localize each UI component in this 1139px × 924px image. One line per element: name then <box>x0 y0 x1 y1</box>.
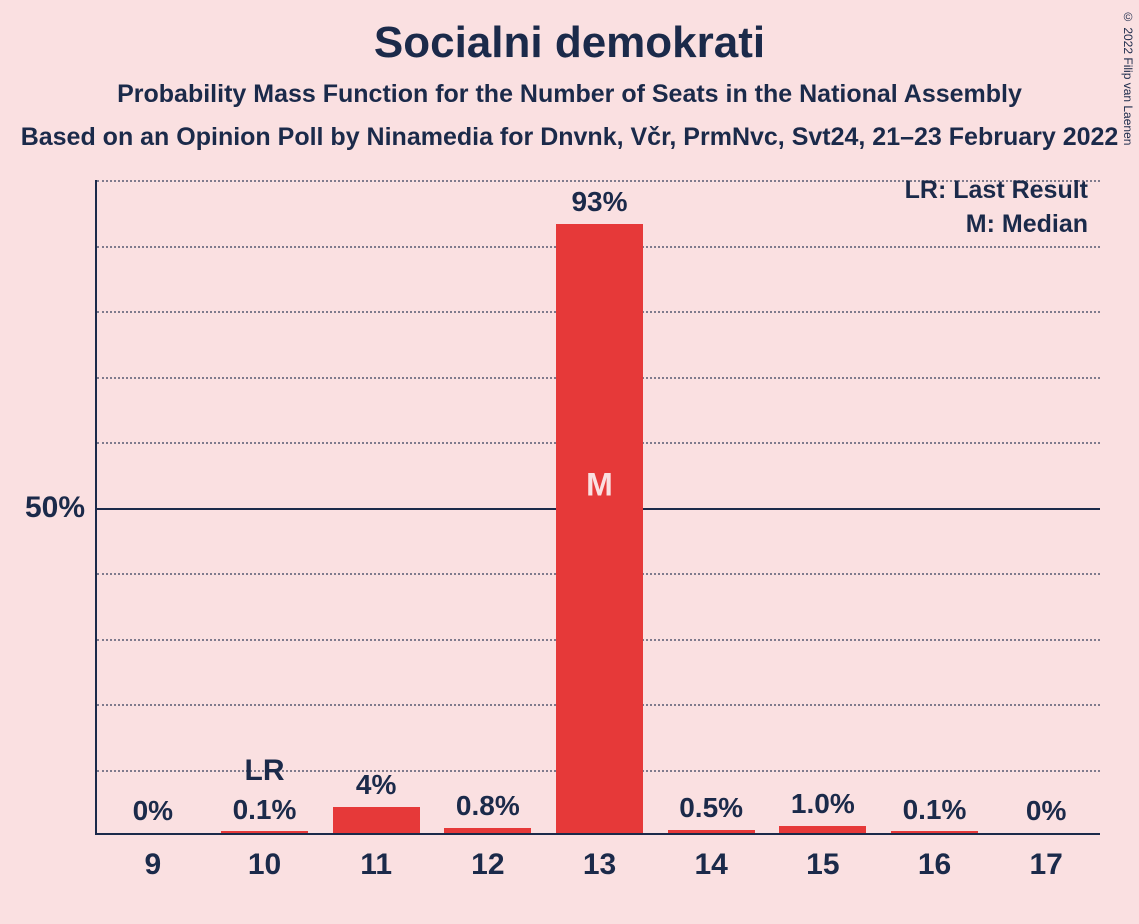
bar <box>333 807 420 833</box>
bar <box>556 224 643 833</box>
legend-median: M: Median <box>966 210 1088 239</box>
chart-subtitle: Probability Mass Function for the Number… <box>0 68 1139 109</box>
x-tick-label: 10 <box>225 848 305 882</box>
bar <box>668 830 755 833</box>
x-tick-label: 13 <box>560 848 640 882</box>
legend-last-result: LR: Last Result <box>905 176 1088 205</box>
last-result-marker: LR <box>245 754 285 788</box>
median-marker: M <box>586 466 613 503</box>
bar-value-label: 4% <box>316 769 436 801</box>
x-tick-label: 15 <box>783 848 863 882</box>
chart-plot-area: 50%LR: Last ResultM: Median0%90.1%10LR4%… <box>95 180 1100 835</box>
bar-value-label: 1.0% <box>763 788 883 820</box>
bar-value-label: 0.1% <box>205 794 325 826</box>
x-tick-label: 16 <box>895 848 975 882</box>
bar <box>779 826 866 833</box>
bar-value-label: 0.8% <box>428 790 548 822</box>
plot-region: 50%LR: Last ResultM: Median0%90.1%10LR4%… <box>95 180 1100 835</box>
y-tick-label: 50% <box>25 491 85 525</box>
x-tick-label: 12 <box>448 848 528 882</box>
bar <box>891 831 978 833</box>
chart-title: Socialni demokrati <box>0 0 1139 68</box>
copyright-text: © 2022 Filip van Laenen <box>1121 10 1135 145</box>
bar <box>221 831 308 833</box>
bar-value-label: 0% <box>93 795 213 827</box>
bar-value-label: 0.1% <box>875 794 995 826</box>
x-tick-label: 11 <box>336 848 416 882</box>
x-tick-label: 14 <box>671 848 751 882</box>
chart-source: Based on an Opinion Poll by Ninamedia fo… <box>0 109 1139 152</box>
x-tick-label: 9 <box>113 848 193 882</box>
bar-value-label: 0.5% <box>651 792 771 824</box>
bar-value-label: 93% <box>540 186 660 218</box>
bar-value-label: 0% <box>986 795 1106 827</box>
x-tick-label: 17 <box>1006 848 1086 882</box>
bar <box>444 828 531 833</box>
